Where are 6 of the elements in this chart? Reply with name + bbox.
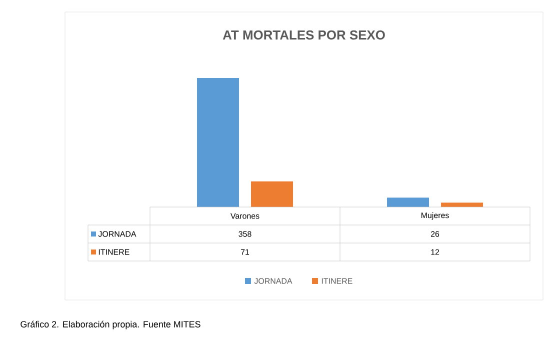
bar [387, 198, 430, 207]
bar [441, 202, 484, 207]
bar [251, 181, 294, 207]
text: Gráfico 2. Elaboración propia. Fuente MITES [20, 320, 200, 330]
bar [197, 78, 240, 207]
chart-title: AT MORTALES POR SEXO [222, 30, 385, 40]
